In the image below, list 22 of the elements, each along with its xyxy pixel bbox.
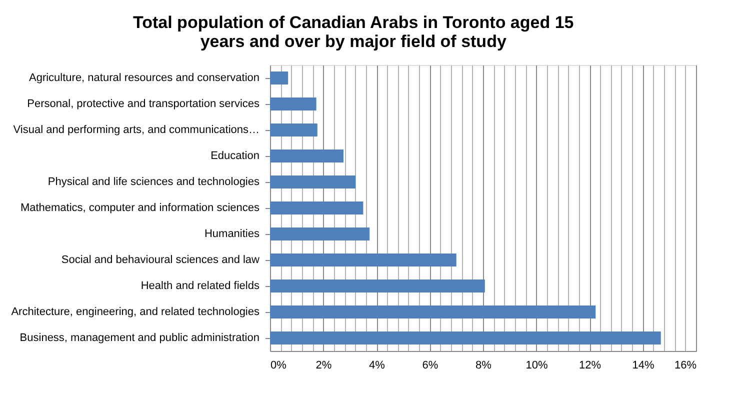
x-tick-label: 16% <box>674 360 697 372</box>
x-tick-label: 2% <box>316 360 332 372</box>
y-tick-label: Humanities <box>204 228 260 240</box>
y-tick-label: Architecture, engineering, and related technologies <box>11 306 260 318</box>
x-tick-label: 8% <box>476 360 492 372</box>
y-tick-label: Agriculture, natural resources and conservation <box>28 72 260 84</box>
x-tick-label: 14% <box>632 360 654 372</box>
x-tick-label: 12% <box>578 360 602 372</box>
y-tick-label: Education <box>210 150 260 162</box>
x-tick-label: 0% <box>270 360 287 372</box>
text: years and over by major field of study <box>200 32 506 51</box>
x-tick-label: 10% <box>526 360 548 372</box>
y-tick-label: Visual and performing arts, and communications… <box>13 124 260 136</box>
y-tick-label: Physical and life sciences and technologies <box>48 176 260 188</box>
y-tick-label: Social and behavioural sciences and law <box>61 254 260 266</box>
x-tick-label: 6% <box>422 360 438 372</box>
y-tick-label: Personal, protective and transportation services <box>27 98 260 110</box>
y-tick-label: Health and related fields <box>140 280 260 292</box>
y-tick-label: Business, management and public administration <box>20 332 260 344</box>
x-tick-label: 4% <box>369 360 386 372</box>
y-tick-label: Mathematics, computer and information sciences <box>20 202 260 214</box>
text: Total population of Canadian Arabs in Toronto aged 15 <box>132 13 574 32</box>
